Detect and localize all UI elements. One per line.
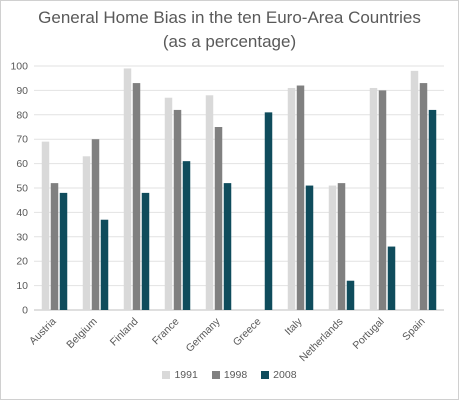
y-tick-label: 70 [16,134,28,146]
bar-finland-1991 [123,68,132,310]
bar-germany-2008 [223,183,232,310]
y-tick-label: 10 [16,280,28,292]
bar-portugal-1991 [369,87,378,311]
y-tick-label: 30 [16,231,28,243]
x-tick-label: Portugal [350,316,386,352]
y-tick-label: 0 [22,305,28,317]
bar-netherlands-2008 [346,280,355,310]
bar-austria-1991 [41,141,50,310]
bar-austria-1998 [50,183,59,310]
legend-swatch-1991 [162,371,171,379]
bar-germany-1991 [205,95,214,310]
bar-finland-1998 [132,83,141,310]
bar-portugal-1998 [378,90,387,311]
y-tick-label: 20 [16,256,28,268]
x-axis: Austria Belgium Finland France Germany Greece… [27,315,428,364]
bar-belgium-2008 [100,219,109,310]
y-tick-label: 90 [16,85,28,97]
y-tick-label: 50 [16,183,28,195]
bar-spain-2008 [428,109,437,310]
x-tick-label: Spain [400,316,428,344]
bar-portugal-2008 [387,246,396,310]
x-tick-label: France [150,316,182,348]
y-tick-label: 60 [16,158,28,170]
legend-item-1991: 1991 [162,369,198,381]
bars [41,68,437,311]
bar-italy-2008 [305,185,314,310]
legend-item-2008: 2008 [261,369,297,381]
bar-france-1991 [164,97,173,310]
bar-greece-2008 [264,112,273,310]
y-tick-label: 80 [16,109,28,121]
legend-label-2008: 2008 [273,369,297,381]
bar-austria-2008 [59,192,68,310]
x-tick-label: Italy [283,315,306,338]
x-tick-label: Germany [184,315,224,355]
x-tick-label: Finland [108,316,141,349]
x-tick-label: Netherlands [297,316,346,365]
y-tick-label: 40 [16,207,28,219]
legend-label-1991: 1991 [174,369,198,381]
bar-finland-2008 [141,192,150,310]
legend-label-1998: 1998 [223,369,248,381]
bar-italy-1991 [287,87,296,311]
bar-spain-1998 [419,83,428,310]
legend: 1991 1998 2008 [0,369,459,381]
x-tick-label: Greece [231,316,264,349]
y-axis: 0 10 20 30 40 50 60 70 80 90 100 [10,61,28,317]
chart-subtitle: (as a percentage) [162,32,297,51]
y-tick-label: 100 [10,61,28,73]
bar-france-2008 [182,161,191,310]
bar-germany-1998 [214,127,223,310]
bar-netherlands-1998 [337,183,346,310]
x-tick-label: Belgium [64,315,99,350]
legend-swatch-2008 [261,371,270,379]
bar-france-1998 [173,109,182,310]
bar-spain-1991 [410,70,419,310]
x-tick-label: Austria [27,316,59,348]
legend-item-1998: 1998 [211,369,248,381]
bar-belgium-1991 [82,156,91,310]
legend-swatch-1998 [211,371,220,379]
chart-title: General Home Bias in the ten Euro-Area C… [38,8,421,27]
bar-italy-1998 [296,85,305,311]
bar-netherlands-1991 [328,185,337,310]
bar-belgium-1998 [91,139,100,310]
